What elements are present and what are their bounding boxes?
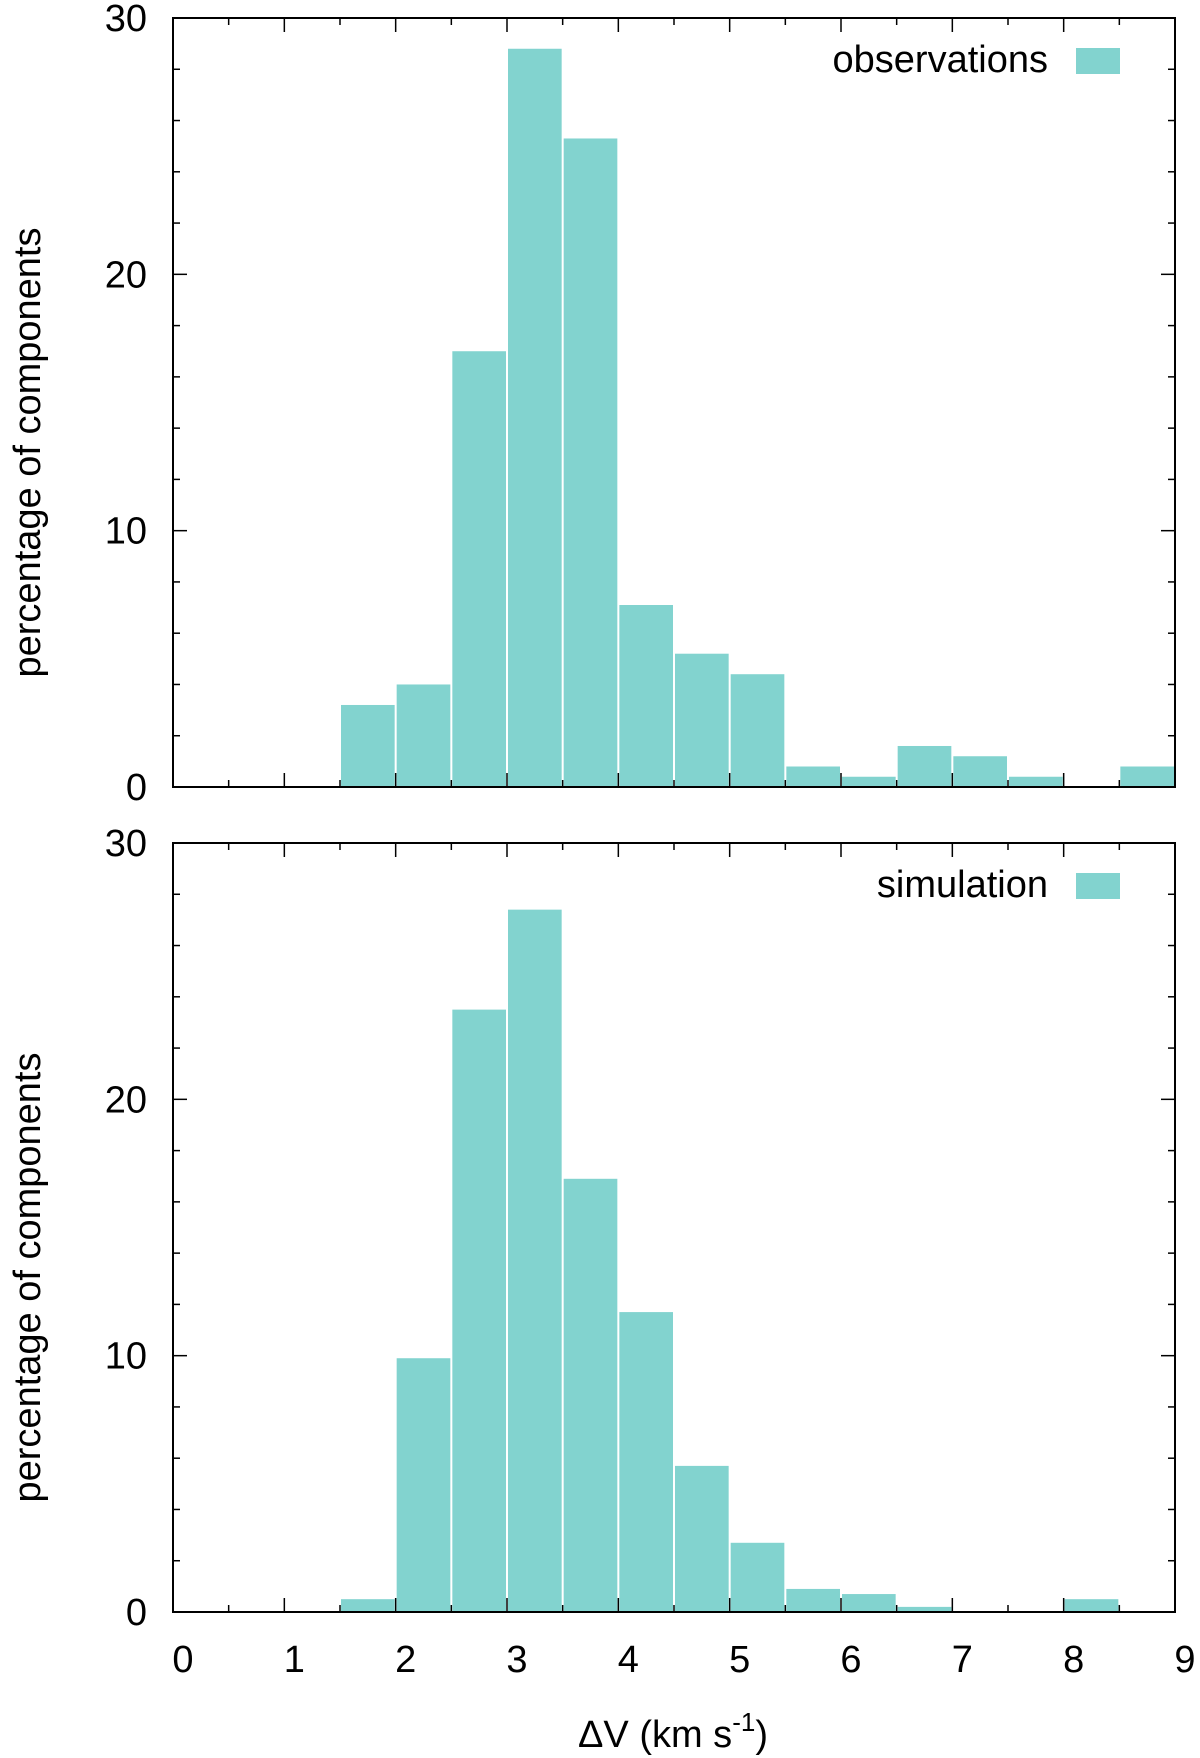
histogram-bar	[675, 653, 729, 787]
y-tick-label: 20	[105, 1079, 147, 1121]
y-tick-label: 0	[126, 767, 147, 809]
y-tick-label: 10	[105, 511, 147, 553]
observations-panel: 0 10 20 30 percentage of components observati…	[7, 0, 1176, 809]
y-tick-label: 30	[105, 823, 147, 865]
histogram-bar	[842, 1594, 896, 1612]
histogram-bar	[396, 684, 451, 787]
histogram-bar	[730, 674, 785, 787]
histogram-bar	[452, 351, 506, 787]
x-axis-label: ΔV (km s-1)	[578, 1707, 768, 1756]
histogram-bar	[842, 776, 896, 787]
histogram-bar	[786, 1588, 840, 1612]
histogram-bar	[619, 605, 673, 787]
histogram-bar	[563, 138, 618, 787]
x-axis-label-end: )	[755, 1714, 768, 1756]
x-tick-label: 8	[1063, 1639, 1084, 1681]
histogram-bar	[1120, 766, 1174, 787]
x-axis-label-main: ΔV (km s	[578, 1714, 732, 1756]
x-tick-label: 0	[172, 1639, 193, 1681]
histogram-bar	[619, 1312, 673, 1612]
y-tick-label: 10	[105, 1336, 147, 1378]
histogram-bar	[452, 1009, 506, 1612]
plot-frame	[172, 842, 1176, 1613]
x-tick-label: 4	[618, 1639, 639, 1681]
plot-frame	[172, 17, 1176, 788]
x-tick-label: 1	[284, 1639, 305, 1681]
histogram-bar	[1009, 776, 1063, 787]
legend-swatch	[1076, 873, 1120, 899]
x-tick-label: 6	[840, 1639, 861, 1681]
x-axis-label-superscript: -1	[732, 1707, 755, 1737]
histogram-bar	[897, 745, 952, 787]
legend-label: simulation	[877, 864, 1048, 906]
y-tick-label: 30	[105, 0, 147, 40]
y-axis-label: percentage of components	[7, 1053, 49, 1503]
y-axis-label: percentage of components	[7, 228, 49, 678]
histogram-bar	[341, 1599, 395, 1612]
histogram-bar	[508, 909, 562, 1612]
histogram-bar	[786, 766, 840, 787]
y-tick-label: 20	[105, 254, 147, 296]
histogram-bar	[563, 1178, 618, 1612]
legend-label: observations	[833, 39, 1048, 81]
histogram-bar	[341, 704, 395, 787]
legend-swatch	[1076, 48, 1120, 74]
y-tick-label: 0	[126, 1592, 147, 1634]
histogram-bar	[897, 1606, 952, 1612]
histogram-bar	[508, 48, 562, 787]
x-tick-label: 9	[1174, 1639, 1195, 1681]
histogram-bar	[730, 1542, 785, 1612]
x-tick-label: 5	[729, 1639, 750, 1681]
histogram-bar	[675, 1465, 729, 1612]
histogram-bar	[953, 756, 1007, 787]
histogram-bar	[396, 1358, 451, 1612]
histogram-bar	[1064, 1599, 1119, 1612]
simulation-panel: 0 10 20 30 0 1 2 3 4 5 6 7 8 9 percentage of component…	[7, 823, 1196, 1681]
x-tick-label: 3	[506, 1639, 527, 1681]
x-tick-label: 2	[395, 1639, 416, 1681]
x-tick-label: 7	[952, 1639, 973, 1681]
